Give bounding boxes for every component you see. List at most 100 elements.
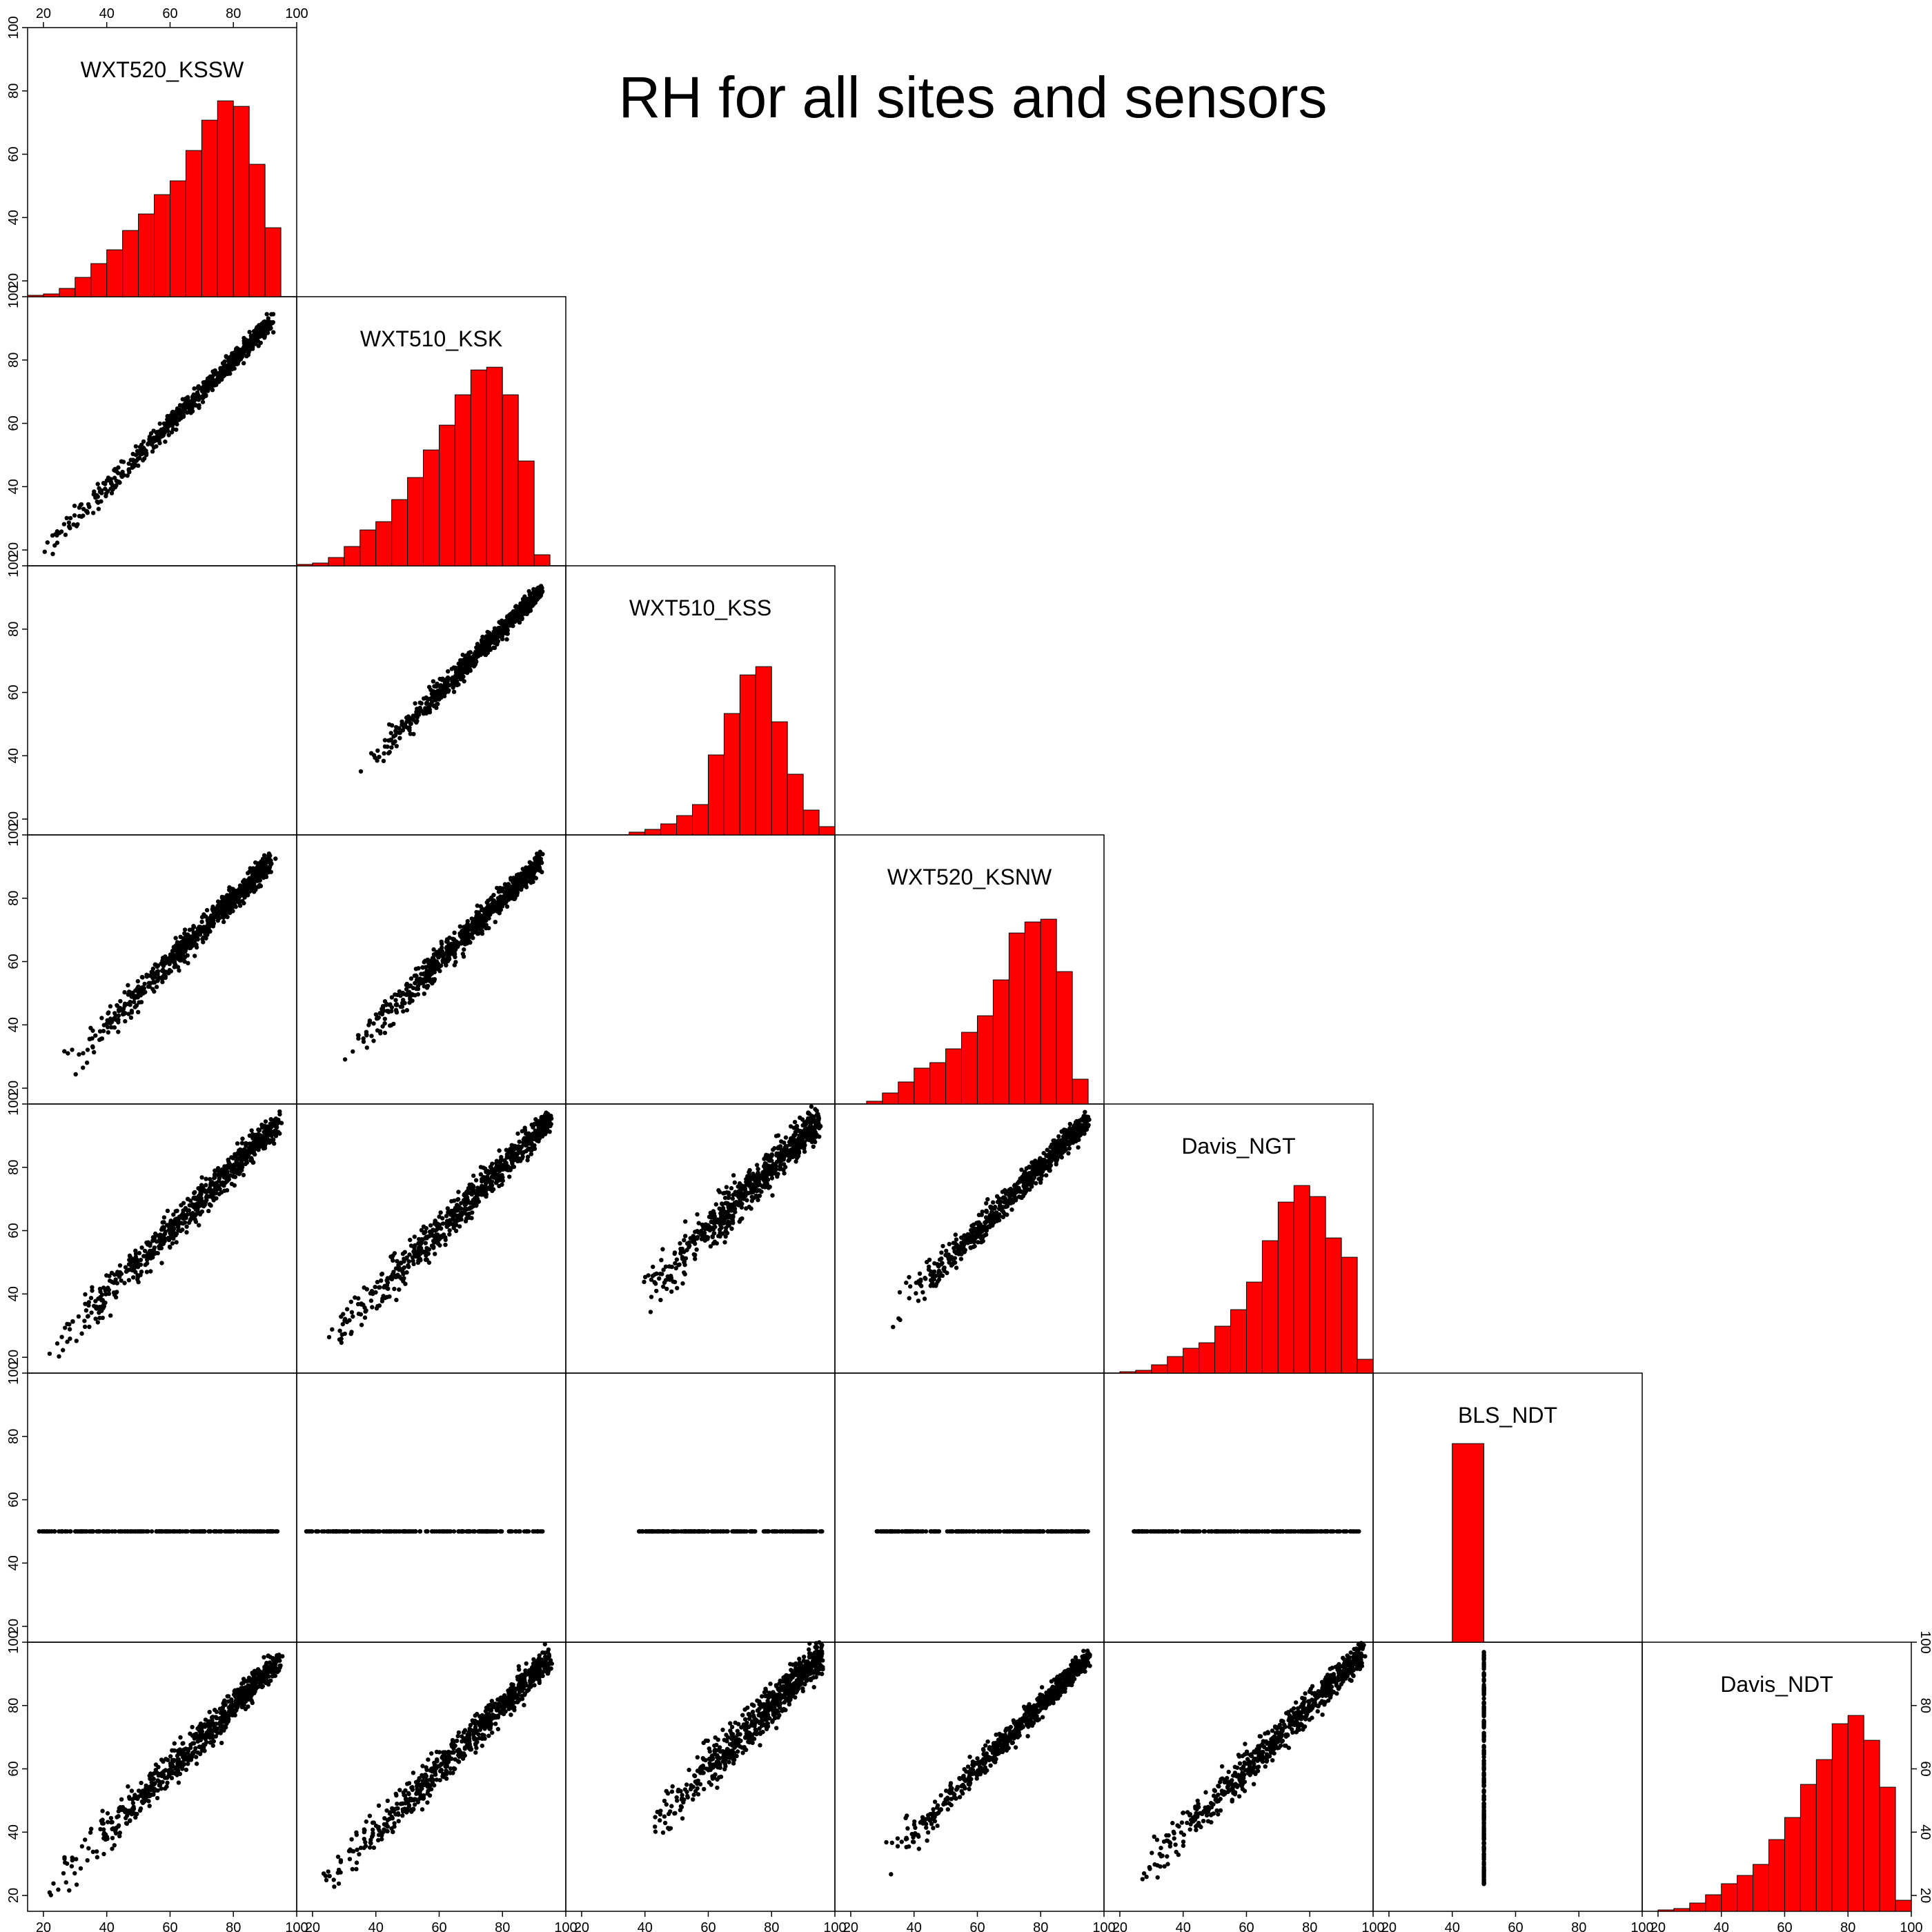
data-point xyxy=(161,1215,167,1220)
data-point xyxy=(136,463,141,468)
data-point xyxy=(765,1153,771,1158)
data-point xyxy=(237,883,243,888)
data-point xyxy=(770,1165,776,1170)
data-point xyxy=(157,1244,161,1249)
data-point xyxy=(462,947,466,952)
data-point xyxy=(369,1034,374,1038)
data-point xyxy=(531,602,536,607)
data-point xyxy=(270,1138,275,1144)
data-point xyxy=(522,872,527,877)
data-point xyxy=(417,981,423,986)
data-point xyxy=(42,549,47,554)
histogram-bar xyxy=(629,831,646,836)
data-point xyxy=(171,956,176,962)
data-point xyxy=(143,1262,148,1268)
data-point xyxy=(756,1170,760,1175)
data-point xyxy=(543,1112,548,1117)
data-point xyxy=(451,685,455,690)
data-point xyxy=(136,1279,141,1285)
data-point xyxy=(407,718,412,722)
data-point xyxy=(263,1119,268,1124)
data-point xyxy=(693,1241,698,1246)
data-point xyxy=(477,917,482,922)
data-point xyxy=(87,504,92,509)
data-point xyxy=(150,969,155,975)
data-point xyxy=(515,1131,520,1136)
data-point xyxy=(770,1193,775,1198)
data-point xyxy=(57,1354,61,1359)
data-point xyxy=(749,1199,755,1203)
histogram-bar xyxy=(1040,918,1057,1105)
data-point xyxy=(74,524,79,529)
data-point xyxy=(190,1211,195,1216)
data-point xyxy=(277,1112,282,1117)
histogram-bar xyxy=(1008,932,1025,1105)
data-point xyxy=(193,395,198,400)
data-point xyxy=(136,1009,141,1015)
data-point xyxy=(444,680,449,685)
data-point xyxy=(180,397,185,402)
data-point xyxy=(160,1241,166,1247)
data-point xyxy=(152,1231,158,1236)
data-point xyxy=(213,1168,217,1173)
histogram-bar xyxy=(1230,1309,1247,1374)
data-point xyxy=(265,331,270,335)
data-point xyxy=(672,1250,678,1255)
data-point xyxy=(264,326,269,332)
data-point xyxy=(356,1296,361,1301)
data-point xyxy=(158,430,163,435)
data-point xyxy=(262,853,267,858)
data-point xyxy=(466,653,471,658)
histogram-bar xyxy=(787,773,804,836)
data-point xyxy=(141,991,146,996)
data-point xyxy=(203,931,208,937)
data-point xyxy=(161,1225,166,1230)
data-point xyxy=(385,1280,391,1285)
data-point xyxy=(76,1314,81,1319)
data-point xyxy=(504,897,510,902)
data-point xyxy=(269,312,274,317)
data-point xyxy=(131,464,136,469)
data-point xyxy=(525,1154,531,1159)
data-point xyxy=(177,968,181,973)
data-point xyxy=(326,1334,332,1340)
data-point xyxy=(206,1208,211,1214)
data-point xyxy=(206,927,211,932)
data-point xyxy=(248,1141,253,1146)
data-point xyxy=(767,1158,771,1163)
data-point xyxy=(721,1191,726,1196)
data-point xyxy=(116,471,121,475)
data-point xyxy=(738,1217,743,1222)
histogram-bar xyxy=(90,263,108,297)
data-point xyxy=(237,903,243,908)
histogram-bar xyxy=(1895,1900,1912,1912)
histogram-bar xyxy=(359,529,377,566)
data-point xyxy=(99,1016,104,1021)
data-point xyxy=(123,1018,128,1024)
data-point xyxy=(471,1173,476,1179)
data-point xyxy=(65,1339,70,1344)
data-point xyxy=(426,960,431,965)
data-point xyxy=(424,1225,428,1231)
data-point xyxy=(393,998,398,1003)
data-point xyxy=(59,529,64,534)
data-point xyxy=(524,865,529,870)
data-point xyxy=(133,1248,138,1253)
data-point xyxy=(361,1036,366,1041)
data-point xyxy=(100,1298,105,1303)
data-point xyxy=(520,1129,524,1134)
data-point xyxy=(455,1218,460,1223)
data-point xyxy=(406,989,412,994)
data-point xyxy=(142,1248,148,1254)
data-point xyxy=(388,731,393,736)
data-point xyxy=(138,1262,144,1268)
data-point xyxy=(482,1177,486,1183)
data-point xyxy=(253,1140,259,1145)
data-point xyxy=(749,1194,754,1199)
data-point xyxy=(713,1202,719,1207)
data-point xyxy=(97,1310,101,1315)
data-point xyxy=(199,1198,204,1203)
data-point xyxy=(245,881,250,886)
chart-title: RH for all sites and sensors xyxy=(618,65,1327,130)
data-point xyxy=(262,321,267,326)
